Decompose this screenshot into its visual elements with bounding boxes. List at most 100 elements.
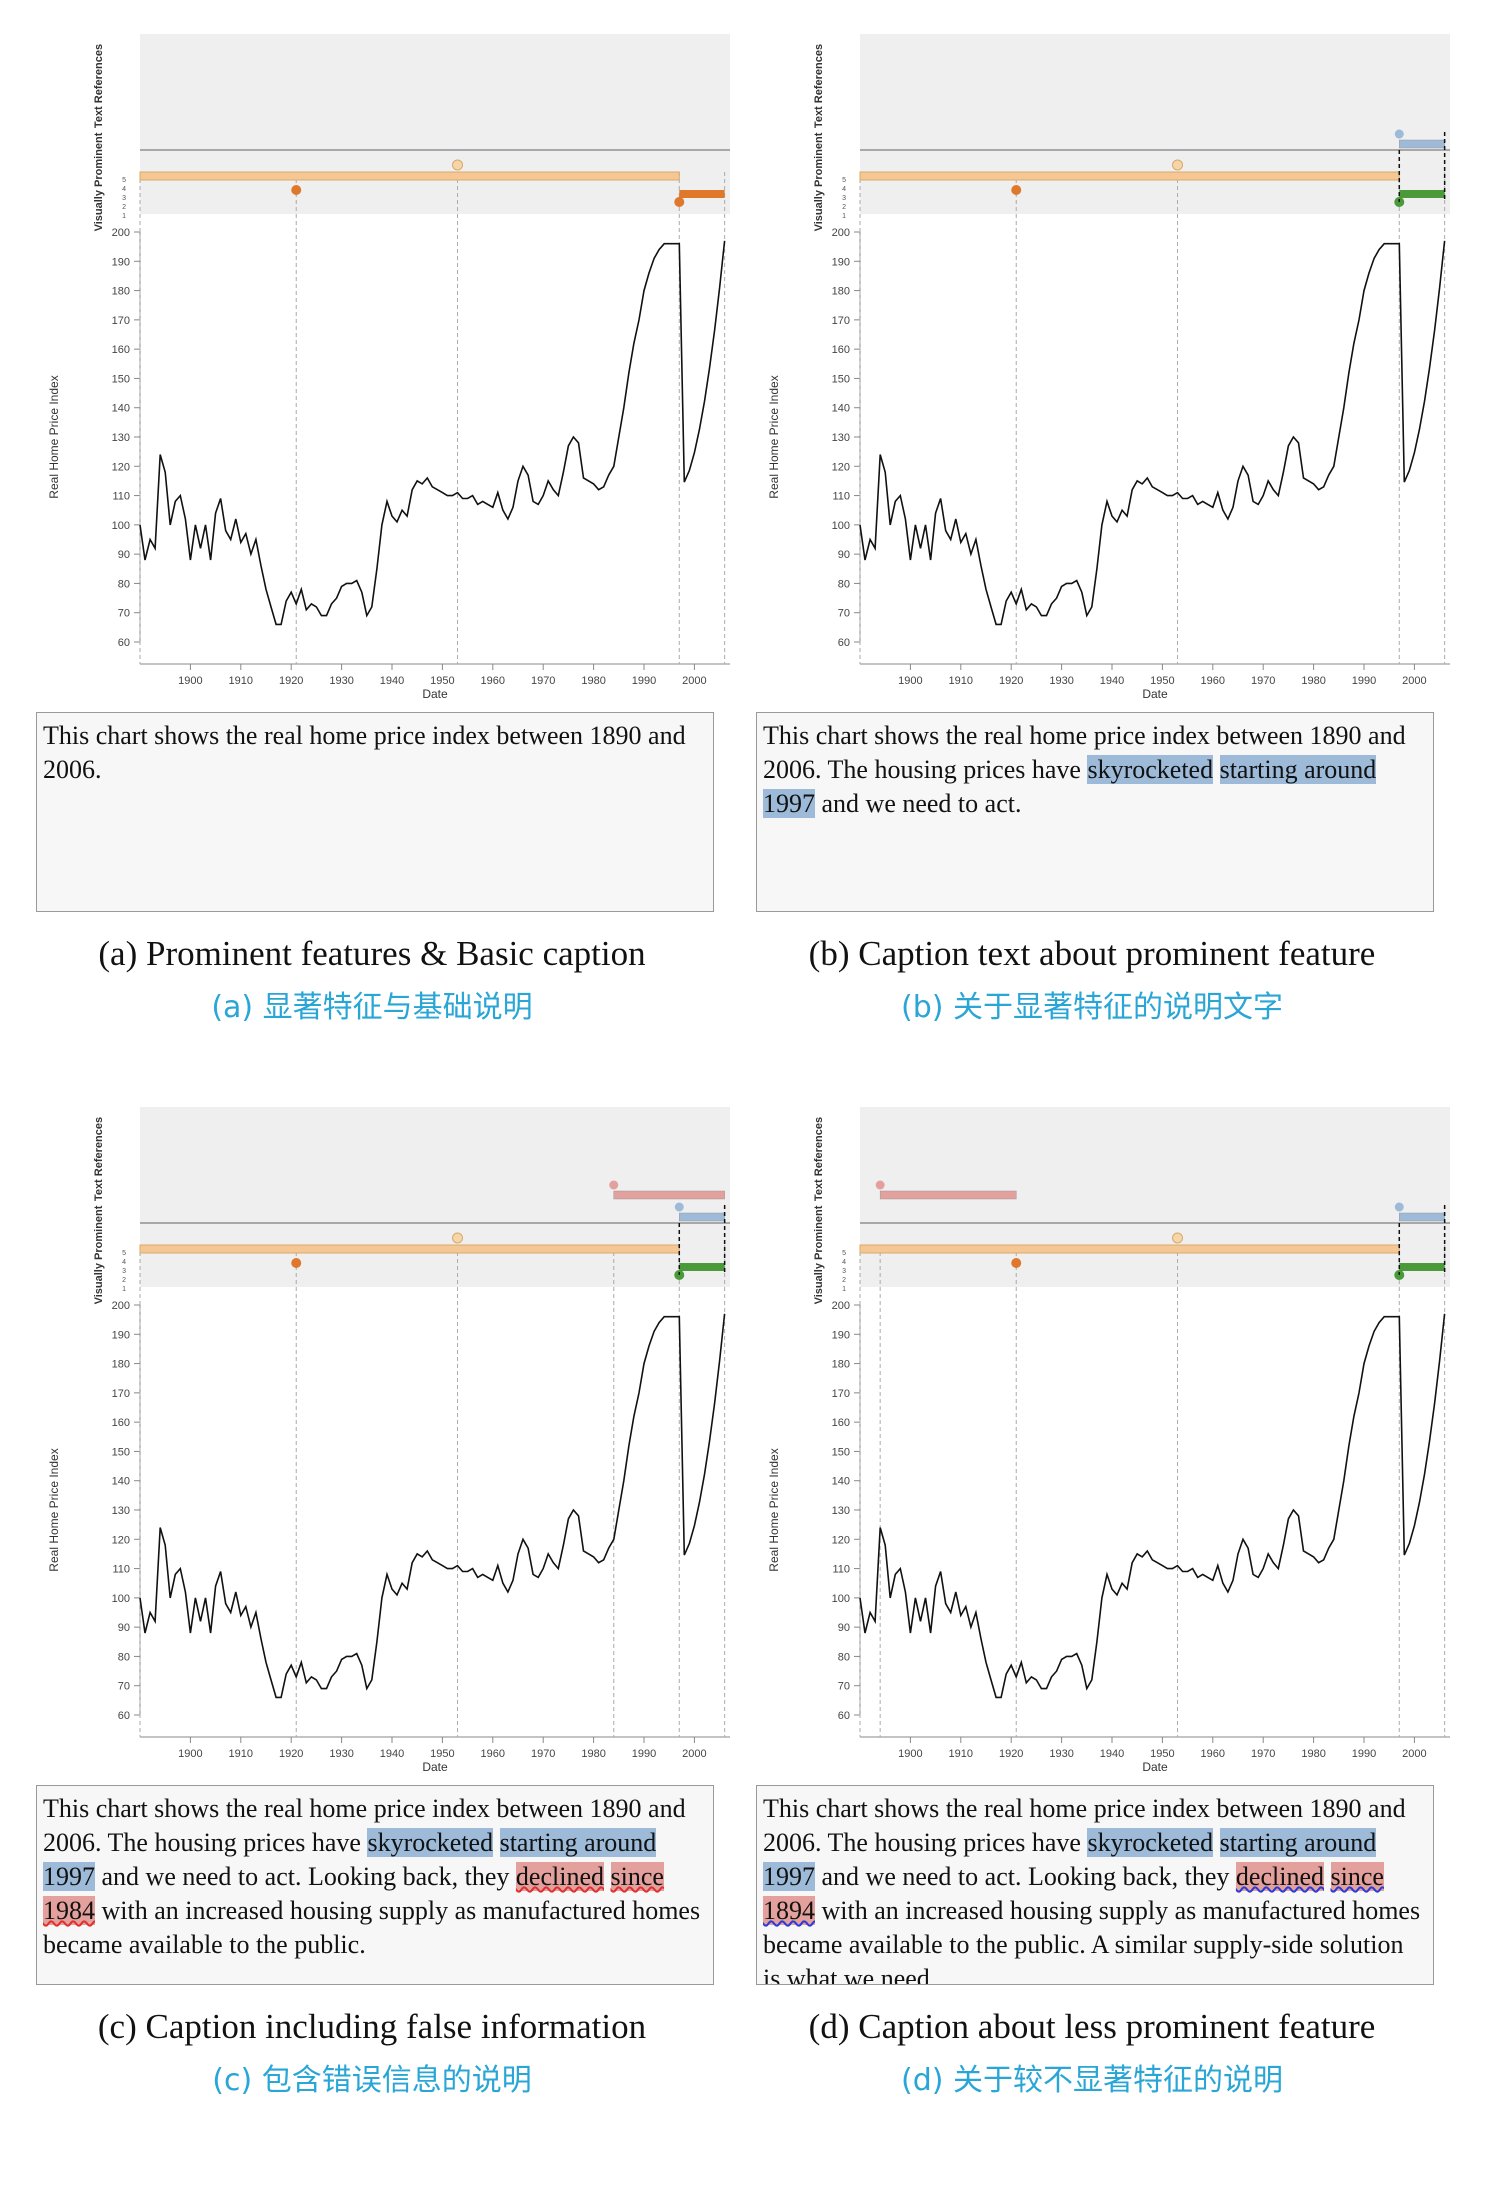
x-tick-label: 1990 <box>632 1748 656 1760</box>
y-tick-label: 80 <box>118 1651 130 1663</box>
caption-b-space <box>1213 755 1220 784</box>
caption-d-part: with an increased housing supply as manu… <box>763 1896 1421 1985</box>
x-tick-label: 2000 <box>682 675 706 687</box>
x-tick-label: 1960 <box>1201 1748 1225 1760</box>
y-tick-label: 200 <box>112 1300 130 1312</box>
prominent-range-bar <box>139 171 680 181</box>
y-tick-label: 190 <box>112 1329 130 1341</box>
y-tick-label: 100 <box>832 1593 850 1605</box>
text-reference-bar <box>613 1190 725 1200</box>
prominent-tail-bar <box>679 1263 725 1271</box>
prominent-marker <box>452 1232 464 1244</box>
prominence-tick-label: 1 <box>842 213 846 220</box>
text-reference-point <box>1394 129 1404 139</box>
y-tick-label: 190 <box>832 256 850 268</box>
caption-c-space <box>493 1828 500 1857</box>
y-tick-label: 150 <box>112 373 130 385</box>
x-tick-label: 1950 <box>430 675 454 687</box>
x-tick-label: 1910 <box>229 675 253 687</box>
x-tick-label: 1980 <box>1301 675 1325 687</box>
x-tick-label: 1960 <box>481 675 505 687</box>
prominent-tail-bar <box>1399 190 1445 198</box>
panel-b: Text References Visually Prominent 5 4 3 2 1 60… <box>742 22 1450 1102</box>
caption-box-b: This chart shows the real home price ind… <box>756 712 1434 912</box>
y-tick-label: 80 <box>838 578 850 590</box>
prominent-marker <box>452 159 464 171</box>
track-label-text-references: Text References <box>813 1117 825 1201</box>
caption-d-part: This chart shows the real home price ind… <box>763 1794 1406 1857</box>
x-tick-label: 1940 <box>1100 675 1124 687</box>
panel-d: Text References Visually Prominent 5 4 3 2 1 60… <box>742 1095 1450 2175</box>
y-tick-label: 90 <box>118 1622 130 1634</box>
y-tick-label: 120 <box>112 461 130 473</box>
subtitle-c-en: (c) Caption including false information <box>97 2007 647 2046</box>
y-tick-label: 140 <box>112 403 130 415</box>
x-tick-label: 1960 <box>481 1748 505 1760</box>
x-tick-label: 2000 <box>682 1748 706 1760</box>
prominent-point-1921 <box>1011 185 1022 195</box>
x-tick-label: 1910 <box>229 1748 253 1760</box>
caption-b-highlight-skyrocketed: skyrocketed <box>1087 755 1214 784</box>
x-tick-label: 1920 <box>999 675 1023 687</box>
y-tick-label: 130 <box>832 432 850 444</box>
caption-c-part: This chart shows the real home price ind… <box>43 1794 686 1857</box>
y-axis-label: Real Home Price Index <box>47 1448 61 1571</box>
text-reference-point <box>1394 1202 1404 1212</box>
caption-c-highlight-skyrocketed: skyrocketed <box>367 1828 494 1857</box>
x-tick-label: 1930 <box>1049 675 1073 687</box>
caption-box-a: This chart shows the real home price ind… <box>36 712 714 912</box>
x-tick-label: 1900 <box>898 675 922 687</box>
prominence-tick-label: 5 <box>122 177 126 184</box>
prominent-range-bar <box>859 1244 1400 1254</box>
x-axis-label: Date <box>1142 1760 1168 1774</box>
y-tick-label: 130 <box>112 432 130 444</box>
caption-d-space <box>1324 1862 1331 1891</box>
x-tick-label: 1960 <box>1201 675 1225 687</box>
prominent-range-bar <box>859 171 1400 181</box>
prominence-tick-label: 1 <box>122 213 126 220</box>
prominent-point-1921 <box>291 185 302 195</box>
x-tick-label: 1910 <box>949 1748 973 1760</box>
caption-box-d: This chart shows the real home price ind… <box>756 1785 1434 1985</box>
caption-c-highlight-declined: declined <box>515 1862 604 1891</box>
annotation-track-bg <box>860 34 1450 214</box>
y-tick-label: 70 <box>838 608 850 620</box>
y-tick-label: 70 <box>118 1681 130 1693</box>
x-axis-label: Date <box>422 687 448 701</box>
y-tick-label: 70 <box>838 1681 850 1693</box>
x-tick-label: 1940 <box>1100 1748 1124 1760</box>
track-label-visually-prominent: Visually Prominent <box>93 132 105 231</box>
y-tick-label: 60 <box>838 1710 850 1722</box>
prominence-tick-label: 5 <box>122 1250 126 1257</box>
y-tick-label: 200 <box>112 227 130 239</box>
subtitle-b-en: (b) Caption text about prominent feature <box>808 934 1376 973</box>
caption-d-highlight-skyrocketed: skyrocketed <box>1087 1828 1214 1857</box>
series-line-home-price <box>859 1313 1446 1699</box>
prominent-tail-bar <box>679 190 725 198</box>
x-tick-label: 1970 <box>1251 675 1275 687</box>
x-tick-label: 1920 <box>279 675 303 687</box>
y-tick-label: 110 <box>832 1564 850 1576</box>
prominence-tick-label: 4 <box>842 186 846 193</box>
y-tick-label: 60 <box>118 1710 130 1722</box>
prominence-tick-label: 5 <box>842 1250 846 1257</box>
prominence-tick-label: 1 <box>842 1286 846 1293</box>
y-tick-label: 110 <box>112 1564 130 1576</box>
prominence-tick-label: 4 <box>122 1259 126 1266</box>
y-tick-label: 140 <box>112 1476 130 1488</box>
y-tick-label: 90 <box>838 549 850 561</box>
y-tick-label: 160 <box>112 344 130 356</box>
caption-b-part: This chart shows the real home price ind… <box>763 721 1406 784</box>
text-reference-bar <box>1399 1212 1445 1222</box>
series-line-home-price <box>139 240 726 626</box>
prominent-marker <box>1172 159 1184 171</box>
y-tick-label: 60 <box>838 637 850 649</box>
y-tick-label: 90 <box>118 549 130 561</box>
prominence-tick-label: 5 <box>842 177 846 184</box>
y-tick-label: 180 <box>832 1359 850 1371</box>
track-label-visually-prominent: Visually Prominent <box>93 1205 105 1304</box>
x-tick-label: 1900 <box>178 675 202 687</box>
track-label-text-references: Text References <box>813 44 825 128</box>
